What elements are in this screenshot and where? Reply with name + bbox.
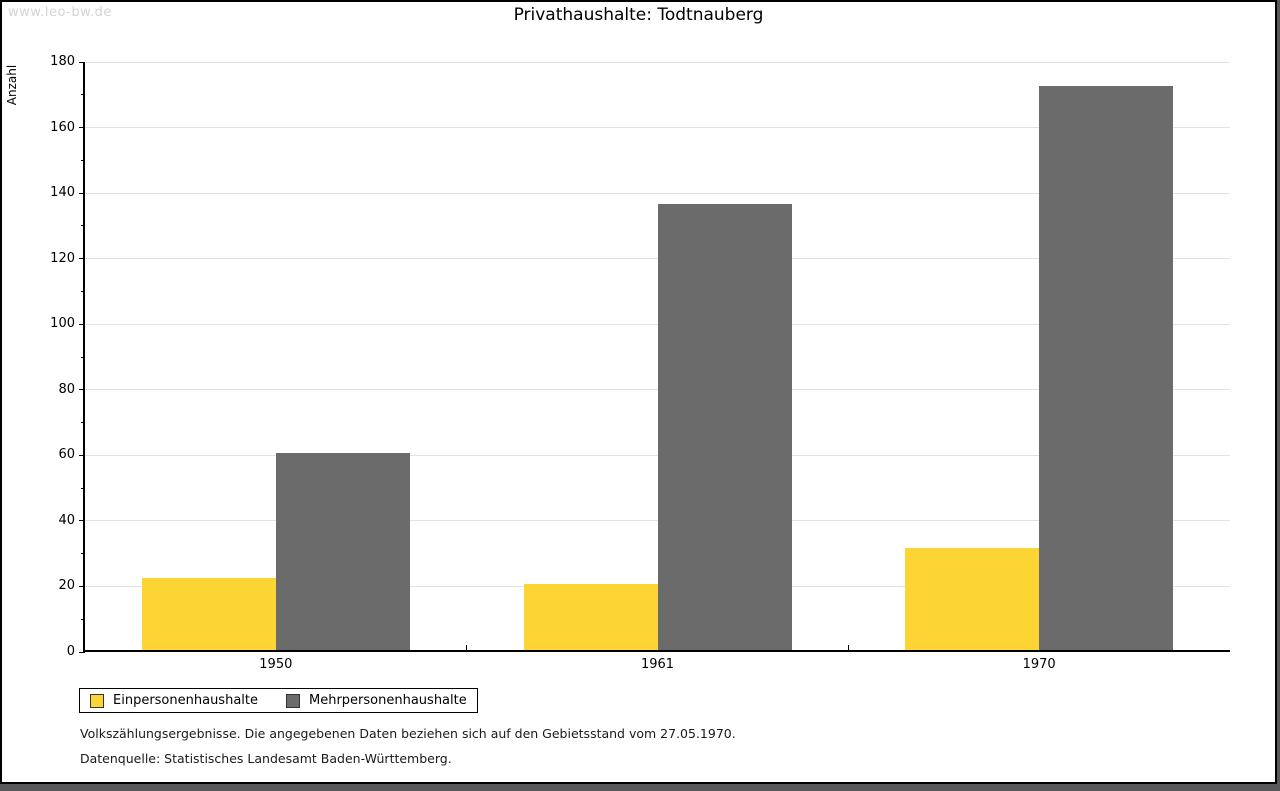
x-axis-tick bbox=[847, 645, 849, 650]
y-tick-label: 60 bbox=[58, 447, 75, 463]
x-axis-line bbox=[83, 650, 1230, 652]
bar-mehrpersonenhaushalte-1961 bbox=[657, 204, 792, 650]
x-tick-label: 1970 bbox=[1022, 657, 1056, 672]
x-axis-tick bbox=[466, 645, 468, 650]
legend-swatch-icon bbox=[90, 693, 104, 708]
footnote-census-note: Volkszählungsergebnisse. Die angegebenen… bbox=[80, 726, 736, 741]
y-gridline bbox=[85, 61, 1230, 63]
y-axis-line bbox=[83, 62, 85, 652]
legend-swatch-icon bbox=[286, 693, 300, 708]
legend-label: Mehrpersonenhaushalte bbox=[309, 693, 467, 708]
x-tick-label: 1950 bbox=[259, 657, 293, 672]
bar-einpersonenhaushalte-1961 bbox=[523, 584, 658, 650]
legend-item: Einpersonenhaushalte bbox=[90, 693, 258, 708]
x-tick-label: 1961 bbox=[640, 657, 675, 672]
y-axis-tick bbox=[79, 192, 85, 194]
y-tick-label: 160 bbox=[50, 119, 75, 135]
y-axis-tick bbox=[79, 258, 85, 260]
y-tick-label: 140 bbox=[50, 185, 75, 201]
y-tick-label: 20 bbox=[58, 578, 75, 594]
y-axis-tick bbox=[79, 651, 85, 653]
footnote-data-source: Datenquelle: Statistisches Landesamt Bad… bbox=[80, 751, 452, 766]
bar-einpersonenhaushalte-1950 bbox=[141, 577, 276, 650]
legend-label: Einpersonenhaushalte bbox=[113, 693, 258, 708]
y-tick-label: 0 bbox=[66, 644, 75, 659]
y-tick-label: 40 bbox=[58, 512, 75, 528]
y-axis-tick bbox=[79, 454, 85, 456]
y-axis-tick bbox=[79, 585, 85, 587]
y-axis-tick bbox=[79, 389, 85, 391]
bar-mehrpersonenhaushalte-1950 bbox=[275, 453, 410, 650]
y-gridline bbox=[85, 127, 1230, 129]
legend: Einpersonenhaushalte Mehrpersonenhaushalt… bbox=[79, 688, 478, 713]
watermark: www.leo-bw.de bbox=[8, 5, 112, 20]
y-tick-label: 100 bbox=[50, 316, 75, 332]
y-axis-tick bbox=[79, 520, 85, 522]
y-axis-tick bbox=[79, 323, 85, 325]
y-tick-label: 180 bbox=[50, 54, 75, 69]
y-axis-tick bbox=[79, 127, 85, 129]
bar-einpersonenhaushalte-1970 bbox=[905, 548, 1040, 650]
y-axis-tick bbox=[79, 61, 85, 63]
legend-item: Mehrpersonenhaushalte bbox=[286, 693, 467, 708]
y-gridline bbox=[85, 192, 1230, 194]
y-tick-label: 80 bbox=[58, 381, 75, 397]
chart-title: Privathaushalte: Todtnauberg bbox=[513, 5, 764, 25]
y-axis-label: Anzahl bbox=[5, 64, 19, 106]
y-tick-label: 120 bbox=[50, 250, 75, 266]
bar-mehrpersonenhaushalte-1970 bbox=[1039, 86, 1174, 650]
plot-area: 0 20 40 60 80 100 120 140 160 180 1950 1961 1970 bbox=[50, 54, 1230, 672]
